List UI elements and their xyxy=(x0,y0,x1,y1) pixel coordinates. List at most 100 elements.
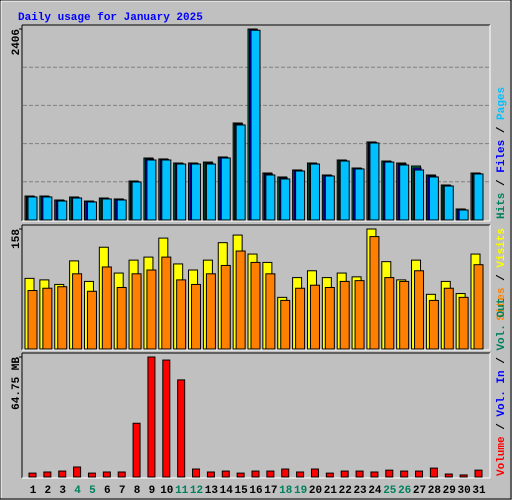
bar xyxy=(458,296,469,350)
bar xyxy=(281,468,290,478)
bar xyxy=(57,200,68,221)
bar xyxy=(459,474,468,478)
bar xyxy=(177,379,186,478)
legend-entry: Vol. Out xyxy=(496,298,508,351)
bar xyxy=(191,163,202,221)
x-tick-label: 30 xyxy=(458,485,471,497)
x-tick-label: 19 xyxy=(294,485,307,497)
bar xyxy=(235,124,246,221)
legend: Hits / Files / Pages xyxy=(496,87,508,219)
legend: Sites / Visits xyxy=(496,228,508,320)
bar xyxy=(116,286,127,350)
bar xyxy=(310,468,319,478)
legend-entry: Volume xyxy=(496,436,508,476)
bar xyxy=(72,273,83,350)
bar xyxy=(354,168,365,221)
bar xyxy=(296,471,305,478)
bar xyxy=(131,273,142,350)
legend-entry: Files xyxy=(496,140,508,173)
x-tick-label: 18 xyxy=(279,485,293,497)
y-tick-label: 64.75 MB xyxy=(11,357,23,410)
bar xyxy=(131,181,142,221)
bar xyxy=(221,470,230,478)
bar xyxy=(236,472,245,478)
legend: Volume / Vol. In / Vol. Out xyxy=(496,298,508,476)
x-tick-label: 3 xyxy=(59,485,66,497)
x-tick-label: 17 xyxy=(264,485,277,497)
x-tick-label: 8 xyxy=(134,485,141,497)
bar xyxy=(355,470,364,478)
bar xyxy=(102,471,111,478)
x-tick-label: 2 xyxy=(45,485,52,497)
x-tick-label: 25 xyxy=(383,485,397,497)
bar xyxy=(473,173,484,221)
x-tick-label: 13 xyxy=(205,485,219,497)
bar xyxy=(384,277,395,350)
bar xyxy=(474,469,483,478)
x-tick-label: 9 xyxy=(149,485,156,497)
x-tick-label: 27 xyxy=(413,485,426,497)
legend-separator: / xyxy=(496,351,508,371)
bar xyxy=(192,468,201,478)
bar xyxy=(58,470,67,478)
y-tick-label: 158 xyxy=(11,229,23,249)
bar xyxy=(309,163,320,221)
bar xyxy=(132,422,141,478)
bar xyxy=(43,471,52,478)
legend-separator: / xyxy=(496,417,508,437)
legend-separator: / xyxy=(496,120,508,140)
x-tick-label: 15 xyxy=(235,485,249,497)
bar xyxy=(265,174,276,221)
bar xyxy=(266,470,275,478)
legend-entry: Hits xyxy=(496,193,508,219)
bar xyxy=(101,266,112,350)
x-tick-label: 21 xyxy=(324,485,338,497)
bar xyxy=(206,471,215,478)
bar xyxy=(385,469,394,478)
x-tick-label: 20 xyxy=(309,485,322,497)
bar xyxy=(369,142,380,221)
bar xyxy=(443,185,454,221)
bar xyxy=(428,176,439,221)
bar xyxy=(265,273,276,350)
bar xyxy=(117,471,126,478)
bar xyxy=(295,170,306,221)
bar xyxy=(27,196,38,221)
legend-separator: / xyxy=(496,268,508,288)
bar xyxy=(220,157,231,221)
bar xyxy=(340,470,349,478)
bar xyxy=(235,250,246,350)
bar xyxy=(309,284,320,350)
bar xyxy=(146,269,157,350)
x-tick-label: 23 xyxy=(353,485,367,497)
bar xyxy=(324,286,335,350)
bar xyxy=(101,198,112,221)
bar xyxy=(42,196,53,221)
legend-entry: Sites xyxy=(496,287,508,320)
bar xyxy=(400,470,409,478)
bar xyxy=(339,280,350,350)
x-tick-label: 14 xyxy=(220,485,234,497)
bar xyxy=(42,287,53,350)
x-tick-label: 6 xyxy=(104,485,111,497)
bar xyxy=(205,273,216,350)
bar xyxy=(324,175,335,221)
bar xyxy=(147,356,156,478)
bar xyxy=(473,264,484,350)
bar xyxy=(444,473,453,478)
legend-entry: Vol. In xyxy=(496,370,508,416)
x-tick-label: 28 xyxy=(428,485,442,497)
bar xyxy=(428,299,439,350)
bar xyxy=(295,287,306,350)
x-tick-label: 24 xyxy=(368,485,382,497)
x-tick-label: 11 xyxy=(175,485,189,497)
legend-entry: Pages xyxy=(496,87,508,120)
bar xyxy=(414,169,425,221)
bar xyxy=(176,163,187,221)
x-tick-label: 1 xyxy=(30,485,37,497)
bar xyxy=(162,359,171,478)
bar xyxy=(27,290,38,350)
bar xyxy=(87,472,96,478)
bar xyxy=(384,161,395,221)
bar xyxy=(161,159,172,221)
